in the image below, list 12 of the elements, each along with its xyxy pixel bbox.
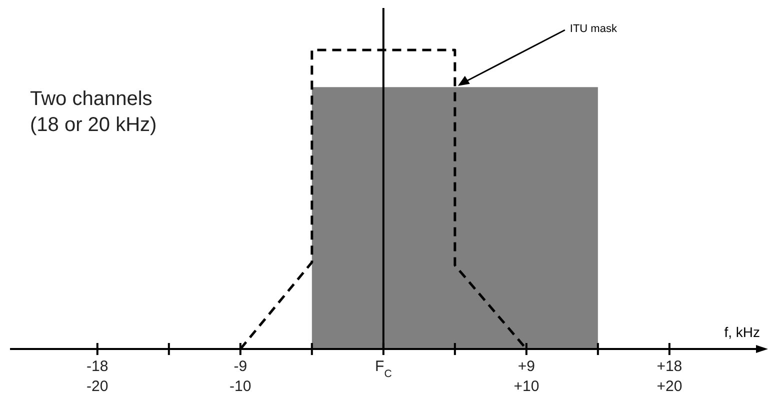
text: ITU mask (570, 23, 618, 35)
x-tick-label: -9 (234, 358, 248, 375)
x2-tick-label: -10 (230, 378, 252, 395)
x2-tick-label: -20 (86, 378, 108, 395)
annotation: Two channels (18 or 20 kHz) (30, 88, 157, 136)
x-tick-label: +9 (518, 358, 535, 375)
x-axis-title: f, kHz (724, 324, 760, 340)
x-tick-label: -18 (86, 358, 108, 375)
x2-tick-label: +20 (656, 378, 682, 395)
x-tick-label: F$_{C}$ (375, 358, 392, 380)
x-tick-label: +18 (656, 358, 682, 375)
x2-tick-label: +10 (514, 378, 540, 395)
